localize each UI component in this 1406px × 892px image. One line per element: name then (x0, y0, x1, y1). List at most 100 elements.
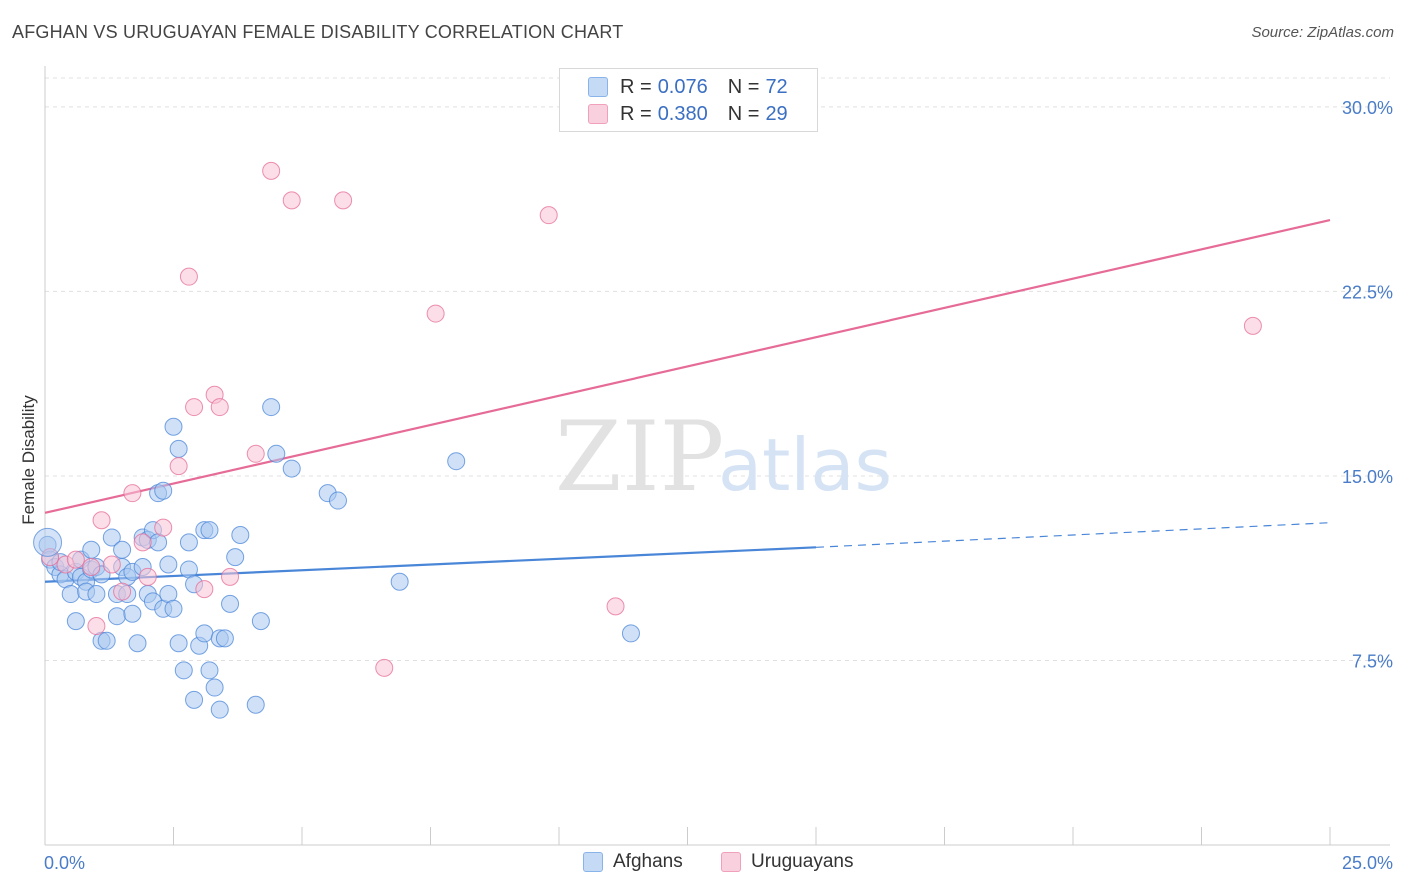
point-afghans (195, 624, 214, 643)
legend-r-value: 0.076 (657, 75, 708, 98)
point-afghans (97, 631, 116, 650)
watermark-atlas: atlas (718, 423, 892, 507)
point-uruguayans (102, 555, 121, 574)
legend-n-value: 72 (765, 75, 788, 98)
point-afghans (61, 585, 80, 604)
point-uruguayans (246, 444, 265, 463)
trend-line-uruguayans (44, 219, 1331, 514)
point-afghans (185, 690, 204, 709)
point-uruguayans (426, 304, 445, 323)
point-uruguayans (92, 511, 111, 530)
point-uruguayans (606, 597, 625, 616)
point-uruguayans (154, 518, 173, 537)
point-afghans (282, 459, 301, 478)
chart-title: AFGHAN VS URUGUAYAN FEMALE DISABILITY CO… (12, 22, 624, 42)
legend-swatch-uruguayans (588, 104, 608, 124)
y-tick-label: 7.5% (1352, 651, 1393, 671)
y-axis-label: Female Disability (19, 395, 38, 525)
point-afghans (328, 491, 347, 510)
watermark: ZIP atlas (555, 401, 892, 513)
point-afghans (226, 548, 245, 567)
watermark-zip: ZIP (555, 401, 724, 513)
point-uruguayans (123, 484, 142, 503)
legend-r-label: R = (620, 75, 652, 98)
bottom-legend-label-uruguayans: Uruguayans (751, 851, 854, 872)
legend-n-label: N = (727, 75, 760, 98)
point-afghans (164, 599, 183, 618)
point-uruguayans (539, 206, 558, 225)
point-uruguayans (66, 550, 85, 569)
point-uruguayans (113, 582, 132, 601)
point-uruguayans (87, 617, 106, 636)
bottom-legend-swatch-afghans (583, 852, 603, 872)
point-afghans (231, 526, 250, 544)
point-afghans (179, 533, 198, 552)
point-afghans (200, 661, 219, 680)
point-afghans (262, 398, 281, 417)
point-afghans (210, 700, 229, 719)
point-uruguayans (282, 191, 301, 210)
point-uruguayans (221, 567, 240, 586)
point-afghans (102, 528, 121, 547)
axes (44, 66, 1390, 846)
point-afghans (123, 604, 142, 623)
point-uruguayans (210, 398, 229, 417)
point-afghans (154, 481, 173, 500)
legend-n-label: N = (727, 102, 760, 125)
point-uruguayans (262, 161, 281, 180)
bottom-legend-afghans: Afghans (583, 851, 683, 873)
point-afghans (246, 695, 265, 714)
point-afghans (169, 634, 188, 653)
trend-line-afghans (44, 546, 817, 583)
legend-r-label: R = (620, 102, 652, 125)
legend-r-value: 0.380 (657, 102, 708, 125)
point-afghans (200, 521, 219, 540)
point-uruguayans (375, 658, 394, 677)
point-afghans (621, 624, 640, 643)
legend-n-value: 29 (765, 102, 788, 125)
x-tick-label: 25.0% (1342, 853, 1393, 873)
point-uruguayans (185, 398, 204, 417)
point-afghans (174, 661, 193, 680)
trend-line-extension-afghans (815, 522, 1331, 548)
point-afghans (107, 607, 126, 626)
point-afghans (267, 444, 286, 463)
point-uruguayans (133, 533, 152, 552)
point-afghans-cluster (33, 527, 63, 557)
point-afghans (447, 452, 466, 471)
x-tick-label: 0.0% (44, 853, 85, 873)
legend-row-afghans: R = 0.076 N = 72 (588, 74, 788, 100)
point-afghans (66, 612, 85, 631)
point-uruguayans (169, 457, 188, 476)
point-afghans (82, 540, 101, 559)
point-uruguayans (1243, 316, 1262, 335)
point-uruguayans (179, 267, 198, 286)
data-points (33, 161, 1262, 719)
point-afghans (87, 585, 106, 604)
point-afghans (128, 634, 147, 653)
point-uruguayans (334, 191, 353, 210)
point-uruguayans (138, 567, 157, 586)
y-tick-label: 30.0% (1342, 98, 1393, 118)
point-uruguayans (82, 557, 101, 576)
point-afghans (164, 417, 183, 436)
point-afghans (159, 555, 178, 574)
point-afghans (215, 629, 234, 648)
legend-swatch-afghans (588, 77, 608, 97)
bottom-legend-label-afghans: Afghans (613, 851, 683, 872)
y-tick-label: 22.5% (1342, 282, 1393, 302)
bottom-legend-uruguayans: Uruguayans (721, 851, 853, 873)
point-afghans (390, 572, 409, 591)
bottom-legend-swatch-uruguayans (721, 852, 741, 872)
tick-labels: 7.5% 15.0% 22.5% 30.0% 0.0% 25.0% (44, 98, 1393, 873)
source-label: Source: ZipAtlas.com (1251, 24, 1394, 41)
legend-row-uruguayans: R = 0.380 N = 29 (588, 101, 788, 127)
trend-lines (44, 219, 1331, 583)
point-afghans (251, 612, 270, 631)
point-uruguayans (195, 580, 214, 599)
point-afghans (205, 678, 224, 697)
y-tick-label: 15.0% (1342, 467, 1393, 487)
legend: R = 0.076 N = 72 R = 0.380 N = 29 (559, 68, 818, 132)
point-afghans (169, 439, 188, 458)
